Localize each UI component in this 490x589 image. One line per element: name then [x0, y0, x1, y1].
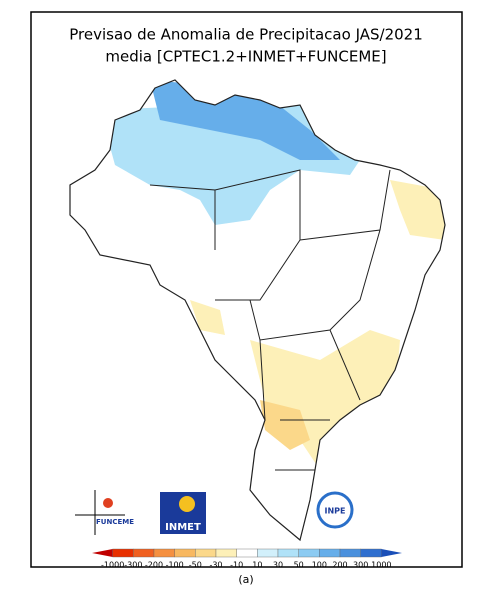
inpe-logo: INPE: [316, 491, 354, 529]
title-line: Previsao de Anomalia de Precipitacao JAS…: [69, 26, 423, 44]
colorbar-label: -50: [189, 561, 202, 570]
colorbar-label: 200: [332, 561, 347, 570]
colorbar-cell: [277, 548, 299, 558]
colorbar-cell: [257, 548, 279, 558]
logo-sun: [103, 498, 113, 508]
colorbar-label: 1000: [371, 561, 391, 570]
colorbar-label: -30: [209, 561, 222, 570]
colorbar-cell: [360, 548, 382, 558]
colorbar-cell: [133, 548, 155, 558]
colorbar-label: -100: [166, 561, 184, 570]
colorbar-cell: [112, 548, 134, 558]
colorbar-cell: [381, 549, 402, 557]
colorbar-label: 100: [312, 561, 327, 570]
colorbar-cell: [195, 548, 217, 558]
colorbar-label: -10: [230, 561, 243, 570]
logo-ring: [316, 491, 354, 529]
logo-text: INPE: [325, 507, 346, 516]
colorbar-cell: [298, 548, 320, 558]
colorbar-cell: [215, 548, 237, 558]
logo-sun: [179, 496, 195, 512]
colorbar-cell: [174, 548, 196, 558]
colorbar-cell: [319, 548, 341, 558]
logo-text: INMET: [165, 522, 201, 533]
colorbar-label: -300: [124, 561, 142, 570]
colorbar-cell: [236, 548, 258, 558]
country-outline: [69, 79, 446, 542]
colorbar-cell: [153, 548, 175, 558]
colorbar-label: 30: [273, 561, 283, 570]
colorbar-label: 300: [353, 561, 368, 570]
logo-text: FUNCEME: [96, 518, 134, 526]
colorbar-label: -200: [145, 561, 163, 570]
colorbar-label: 10: [252, 561, 262, 570]
inmet-logo: INMET: [160, 492, 206, 534]
state-borders: [149, 169, 391, 471]
title-line: media [CPTEC1.2+INMET+FUNCEME]: [105, 48, 386, 66]
colorbar-cell: [339, 548, 361, 558]
colorbar-cell: [92, 549, 113, 557]
colorbar-label: -1000: [101, 561, 124, 570]
anomaly-area: [250, 330, 400, 470]
anomaly-area: [260, 400, 310, 450]
funceme-logo: FUNCEME: [75, 490, 134, 535]
colorbar-label: 50: [294, 561, 304, 570]
map: [69, 79, 446, 542]
anomaly-area: [390, 180, 445, 240]
caption: (a): [238, 573, 253, 585]
frame: [30, 11, 463, 568]
colorbar: -1000 -300 -200 -100 -50 -30 -10 10 30 50 100 200 30…: [92, 548, 402, 570]
